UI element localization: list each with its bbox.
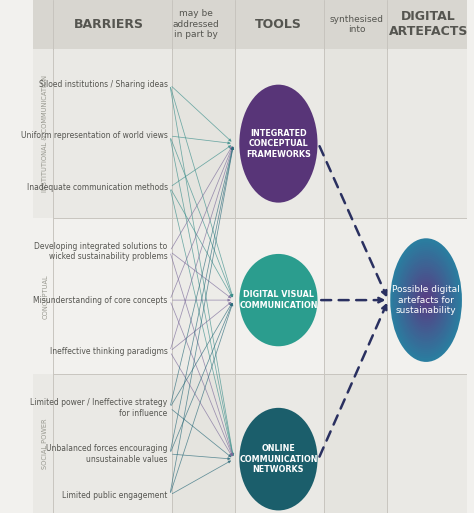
Ellipse shape	[401, 257, 451, 344]
Ellipse shape	[406, 265, 447, 336]
Ellipse shape	[390, 238, 462, 362]
Ellipse shape	[414, 279, 438, 321]
Text: INSTITUTIONAL & COMMUNICATION: INSTITUTIONAL & COMMUNICATION	[42, 75, 48, 192]
Ellipse shape	[415, 281, 437, 319]
Ellipse shape	[239, 85, 318, 203]
Text: Possible digital
artefacts for
sustainability: Possible digital artefacts for sustainab…	[392, 285, 460, 315]
Text: Inadequate communication methods: Inadequate communication methods	[27, 183, 168, 192]
Ellipse shape	[397, 251, 455, 350]
Text: Uniform representation of world views: Uniform representation of world views	[21, 131, 168, 141]
Text: synthesised
into: synthesised into	[329, 15, 383, 34]
Bar	[387, 49, 467, 513]
Bar	[33, 0, 467, 49]
Text: Limited power / Ineffective strategy
for influence: Limited power / Ineffective strategy for…	[30, 398, 168, 418]
Text: may be
addressed
in part by: may be addressed in part by	[173, 9, 219, 40]
Text: Limited public engagement: Limited public engagement	[62, 490, 168, 500]
Bar	[235, 49, 324, 513]
Text: CONCEPTUAL: CONCEPTUAL	[42, 274, 48, 319]
Ellipse shape	[400, 255, 453, 346]
Ellipse shape	[425, 298, 428, 303]
Bar	[324, 49, 387, 513]
Bar	[33, 218, 467, 374]
Ellipse shape	[399, 253, 454, 348]
Text: BARRIERS: BARRIERS	[74, 18, 144, 31]
Text: Siloed institutions / Sharing ideas: Siloed institutions / Sharing ideas	[39, 80, 168, 89]
Ellipse shape	[394, 245, 458, 356]
Ellipse shape	[403, 261, 449, 340]
Ellipse shape	[413, 278, 439, 323]
Text: TOOLS: TOOLS	[255, 18, 302, 31]
Ellipse shape	[423, 295, 428, 305]
Ellipse shape	[396, 249, 456, 352]
Ellipse shape	[409, 271, 443, 329]
Text: Unbalanced forces encouraging
unsustainable values: Unbalanced forces encouraging unsustaina…	[46, 444, 168, 464]
Text: ONLINE
COMMUNICATION
NETWORKS: ONLINE COMMUNICATION NETWORKS	[239, 444, 318, 474]
Ellipse shape	[407, 267, 445, 333]
Ellipse shape	[420, 289, 432, 311]
Ellipse shape	[239, 254, 318, 346]
Ellipse shape	[392, 243, 460, 358]
Bar	[172, 49, 235, 513]
Bar	[33, 49, 53, 513]
Text: Misunderstanding of core concepts: Misunderstanding of core concepts	[33, 295, 168, 305]
Text: DIGITAL VISUAL
COMMUNICATION: DIGITAL VISUAL COMMUNICATION	[239, 290, 318, 310]
Text: SOCIAL POWER: SOCIAL POWER	[42, 419, 48, 469]
Text: INTEGRATED
CONCEPTUAL
FRAMEWORKS: INTEGRATED CONCEPTUAL FRAMEWORKS	[246, 129, 311, 159]
Ellipse shape	[395, 246, 457, 354]
Bar	[33, 49, 467, 218]
Text: Developing integrated solutions to
wicked sustainability problems: Developing integrated solutions to wicke…	[35, 242, 168, 261]
Ellipse shape	[402, 259, 450, 342]
Bar	[53, 49, 172, 513]
Ellipse shape	[411, 275, 440, 325]
Ellipse shape	[239, 408, 318, 510]
Text: Ineffective thinking paradigms: Ineffective thinking paradigms	[50, 347, 168, 356]
Ellipse shape	[392, 240, 461, 360]
Ellipse shape	[404, 263, 448, 338]
Bar	[33, 374, 467, 513]
Ellipse shape	[419, 287, 433, 313]
Ellipse shape	[418, 285, 435, 315]
Ellipse shape	[410, 273, 442, 327]
Ellipse shape	[422, 293, 430, 307]
Ellipse shape	[421, 291, 431, 309]
Ellipse shape	[408, 269, 444, 331]
Ellipse shape	[416, 283, 436, 317]
Text: DIGITAL
ARTEFACTS: DIGITAL ARTEFACTS	[389, 10, 468, 38]
